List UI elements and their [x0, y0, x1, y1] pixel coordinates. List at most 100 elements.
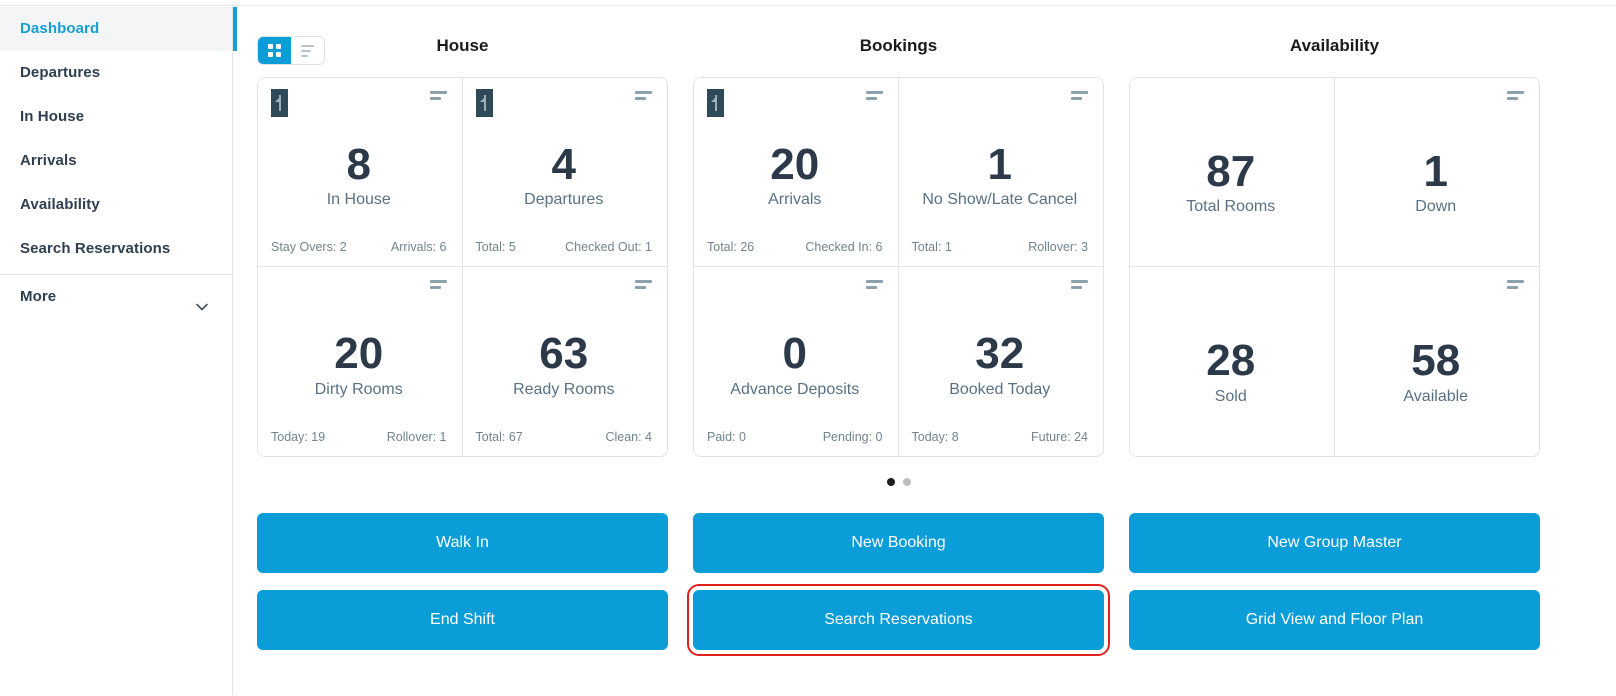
sidebar-item-dashboard[interactable]: Dashboard — [0, 7, 237, 51]
stat-label: Sold — [1214, 387, 1247, 405]
card-menu-icon[interactable] — [1071, 89, 1088, 103]
stat-footer-left: Today: 8 — [911, 430, 959, 444]
stat-label: Total Rooms — [1186, 198, 1276, 216]
stat-value: 58 — [1411, 336, 1461, 386]
stat-footer-left: Paid: 0 — [707, 430, 746, 444]
card-booked-today[interactable]: 32 Booked Today Today: 8 Future: 24 — [898, 267, 1103, 456]
sidebar-item-departures[interactable]: Departures — [20, 64, 101, 81]
sidebar-divider — [0, 274, 232, 275]
card-sold[interactable]: 28 Sold — [1130, 267, 1335, 456]
grid-view-floor-plan-button[interactable]: Grid View and Floor Plan — [1129, 590, 1540, 650]
dashboard-main: House 8 In House — [233, 6, 1616, 695]
stat-label: Advance Deposits — [730, 380, 860, 398]
availability-card-grid: 87 Total Rooms 1 Down — [1129, 77, 1540, 457]
new-booking-button[interactable]: New Booking — [693, 513, 1104, 573]
stat-label: Arrivals — [768, 191, 822, 209]
section-title: Availability — [1289, 36, 1380, 55]
card-departures[interactable]: 4 Departures Total: 5 Checked Out: 1 — [462, 78, 667, 267]
stat-footer-left: Total: 5 — [475, 240, 516, 254]
card-total-rooms[interactable]: 87 Total Rooms — [1130, 78, 1335, 267]
grid-view-icon — [268, 44, 281, 57]
search-reservations-button[interactable]: Search Reservations — [687, 584, 1110, 656]
view-toggle — [257, 36, 325, 65]
card-available[interactable]: 58 Available — [1334, 267, 1539, 456]
carousel-pagination-row — [257, 478, 1616, 486]
card-menu-icon[interactable] — [1507, 278, 1524, 292]
end-shift-button[interactable]: End Shift — [257, 590, 668, 650]
stat-value: 63 — [539, 329, 589, 379]
card-menu-icon[interactable] — [635, 89, 652, 103]
stat-footer-right: Clean: 4 — [605, 430, 652, 444]
stat-footer-left: Today: 19 — [271, 430, 326, 444]
flag-badge-icon — [707, 89, 724, 117]
card-menu-icon[interactable] — [429, 278, 447, 292]
list-view-button[interactable] — [291, 37, 324, 64]
carousel-dot-1[interactable] — [886, 478, 895, 486]
card-down[interactable]: 1 Down — [1334, 78, 1539, 267]
stat-value: 20 — [334, 329, 384, 379]
action-button-row-1: Walk In New Booking New Group Master — [257, 513, 1616, 573]
walk-in-button[interactable]: Walk In — [257, 513, 668, 573]
section-bookings: Bookings 20 Arrivals — [693, 36, 1104, 457]
stat-label: Departures — [524, 191, 604, 209]
stat-value: 87 — [1206, 146, 1256, 196]
card-advance-deposits[interactable]: 0 Advance Deposits Paid: 0 Pending: 0 — [694, 267, 899, 456]
stat-value: 20 — [770, 139, 820, 189]
stat-footer-right: Arrivals: 6 — [390, 240, 447, 254]
card-no-show-late-cancel[interactable]: 1 No Show/Late Cancel Total: 1 Rollover:… — [898, 78, 1103, 267]
stat-value: 8 — [346, 139, 371, 189]
section-house: House 8 In House — [257, 36, 668, 457]
stat-value: 28 — [1206, 336, 1256, 386]
card-menu-icon[interactable] — [1507, 89, 1524, 103]
card-menu-icon[interactable] — [865, 278, 883, 292]
stat-footer-left: Total: 1 — [911, 240, 952, 254]
card-dirty-rooms[interactable]: 20 Dirty Rooms Today: 19 Rollover: 1 — [258, 267, 463, 456]
bookings-card-grid: 20 Arrivals Total: 26 Checked In: 6 — [693, 77, 1104, 457]
section-title: House — [436, 36, 489, 55]
stat-footer-right: Rollover: 1 — [386, 430, 447, 444]
stat-footer-left: Stay Overs: 2 — [271, 240, 347, 254]
spacer — [257, 478, 668, 486]
card-menu-icon[interactable] — [865, 89, 883, 103]
sidebar-item-availability[interactable]: Availability — [20, 196, 100, 213]
stat-footer-left: Total: 67 — [475, 430, 523, 444]
carousel-dots — [693, 478, 1104, 486]
card-ready-rooms[interactable]: 63 Ready Rooms Total: 67 Clean: 4 — [462, 267, 667, 456]
stat-label: Dirty Rooms — [314, 380, 403, 398]
top-spacer — [0, 0, 1616, 5]
stat-value: 4 — [551, 139, 576, 189]
stat-label: In House — [326, 191, 391, 209]
stat-footer-right: Pending: 0 — [822, 430, 883, 444]
house-card-grid: 8 In House Stay Overs: 2 Arrivals: 6 — [257, 77, 668, 457]
stat-footer-right: Checked Out: 1 — [565, 240, 652, 254]
stat-columns: House 8 In House — [257, 6, 1616, 457]
sidebar-more-label: More — [20, 288, 57, 305]
new-group-master-button[interactable]: New Group Master — [1129, 513, 1540, 573]
sidebar-item-in-house[interactable]: In House — [20, 108, 85, 125]
stat-value: 32 — [975, 329, 1025, 379]
stat-label: Down — [1415, 198, 1457, 216]
stat-label: Available — [1403, 387, 1469, 405]
grid-view-button[interactable] — [258, 37, 291, 64]
card-menu-icon[interactable] — [635, 278, 652, 292]
sidebar-item-search-reservations[interactable]: Search Reservations — [20, 240, 171, 257]
chevron-down-icon — [194, 289, 210, 311]
stat-footer-left: Total: 26 — [707, 240, 755, 254]
carousel-dot-2[interactable] — [902, 478, 911, 486]
stat-value: 1 — [987, 139, 1012, 189]
sidebar-item-arrivals[interactable]: Arrivals — [20, 152, 77, 169]
stat-label: No Show/Late Cancel — [922, 191, 1078, 209]
flag-badge-icon — [271, 89, 288, 117]
stat-label: Ready Rooms — [513, 380, 615, 398]
sidebar-item-more[interactable]: More — [0, 275, 232, 319]
action-button-row-2: End Shift Search Reservations Grid View … — [257, 584, 1616, 656]
stat-value: 0 — [782, 329, 807, 379]
card-arrivals[interactable]: 20 Arrivals Total: 26 Checked In: 6 — [694, 78, 899, 267]
stat-footer-right: Rollover: 3 — [1028, 240, 1088, 254]
flag-badge-icon — [475, 89, 493, 117]
card-menu-icon[interactable] — [429, 89, 447, 103]
sidebar: Dashboard Departures In House Arrivals A… — [0, 6, 237, 695]
card-menu-icon[interactable] — [1071, 278, 1088, 292]
app-window: Dashboard Departures In House Arrivals A… — [0, 5, 1616, 695]
card-in-house[interactable]: 8 In House Stay Overs: 2 Arrivals: 6 — [258, 78, 463, 267]
